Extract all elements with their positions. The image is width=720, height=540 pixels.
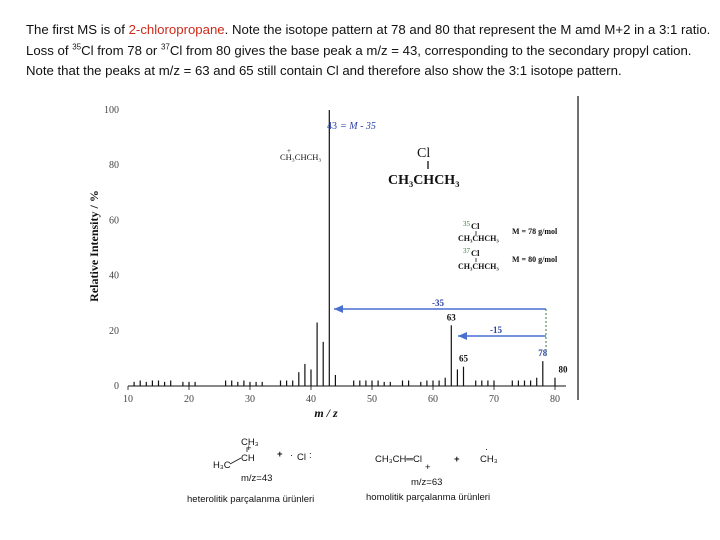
iso37-cl: Cl — [471, 248, 480, 258]
heterolytic-products: CH₃ + CH H₃C + Cl · : m/z=43 heterolitik… — [187, 437, 314, 505]
y-tick-label-80: 80 — [109, 160, 119, 171]
y-tick-label-20: 20 — [109, 326, 119, 337]
propyl-cation-formula: CH₃CHCH₃ — [280, 152, 321, 162]
het-plus: + — [277, 449, 283, 460]
intro-part4: Cl from 80 gives the base peak a m/z = 4… — [26, 42, 692, 79]
y-tick-group: 0 20 40 60 80 100 — [104, 105, 119, 392]
het-h3c: H₃C — [213, 460, 231, 471]
intro-part1: The first MS is of — [26, 22, 129, 37]
iso37-mass-number: 37 — [463, 247, 471, 255]
x-tick-label-20: 20 — [184, 394, 194, 405]
base-peak-mass: 43 — [327, 121, 337, 132]
hom-radical-dot: · — [485, 444, 488, 455]
homolytic-products: CH₃CH═Cl + + CH₃ · m/z=63 homolitik parç… — [366, 444, 498, 503]
loss-15-label: -15 — [490, 325, 502, 335]
iso35-mass-number: 35 — [463, 220, 471, 228]
vinyl-charge: + — [425, 462, 431, 473]
structure-cl: Cl — [417, 146, 430, 161]
y-tick-label-0: 0 — [114, 381, 119, 392]
compound-name: 2-chloropropane — [128, 22, 225, 37]
intro-part3: Cl from 78 or — [81, 42, 161, 58]
y-tick-label-40: 40 — [109, 271, 119, 282]
mz43-label: m/z=43 — [241, 473, 272, 484]
x-axis-label: m / z — [314, 406, 338, 420]
x-tick-label-50: 50 — [367, 394, 377, 405]
peak-label-78: 78 — [538, 348, 548, 358]
iso35-molar-mass: M = 78 g/mol — [512, 227, 558, 236]
x-tick-label-40: 40 — [306, 394, 316, 405]
x-tick-label-60: 60 — [428, 394, 438, 405]
hom-ch3: CH₃ — [480, 454, 498, 465]
cation-charge: + — [287, 147, 291, 155]
het-ch: CH — [241, 453, 255, 464]
x-tick-label-70: 70 — [489, 394, 499, 405]
y-tick-label-100: 100 — [104, 105, 119, 116]
peak-label-63: 63 — [447, 312, 457, 322]
loss-35-label: -35 — [432, 298, 444, 308]
base-peak-label: = M - 35 — [340, 121, 376, 132]
x-tick-label-80: 80 — [550, 394, 560, 405]
peak-label-65: 65 — [459, 354, 469, 364]
vinyl-cation-formula: CH₃CH═Cl — [375, 454, 422, 465]
iso37-formula: CH₃CHCH₃ — [458, 262, 499, 271]
peak-label-group: 63 65 78 80 — [447, 312, 568, 374]
iso35-formula: CH₃CHCH₃ — [458, 234, 499, 243]
homolytic-caption: homolitik parçalanma ürünleri — [366, 492, 490, 503]
y-tick-label-60: 60 — [109, 215, 119, 226]
structure-chain: CH₃CHCH₃ — [388, 173, 459, 188]
heterolytic-caption: heterolitik parçalanma ürünleri — [187, 494, 314, 505]
het-cl-dot-left: · — [290, 450, 293, 461]
isotope-35-sup: 35 — [72, 42, 82, 52]
intro-paragraph: The first MS is of 2-chloropropane. Note… — [26, 20, 712, 82]
iso37-molar-mass: M = 80 g/mol — [512, 255, 558, 264]
iso35-cl: Cl — [471, 221, 480, 231]
x-tick-label-10: 10 — [123, 394, 133, 405]
peak-label-80: 80 — [559, 365, 569, 375]
hom-plus: + — [454, 454, 460, 465]
mz63-label: m/z=63 — [411, 477, 442, 488]
het-bond-diagonal — [229, 457, 242, 465]
y-axis-label: Relative Intensity / % — [87, 190, 101, 302]
loss-15-arrowhead — [458, 332, 467, 340]
het-cl-dot-right: : — [309, 450, 312, 461]
het-charge: + — [246, 443, 252, 454]
x-tick-label-30: 30 — [245, 394, 255, 405]
het-cl-radical: Cl — [297, 452, 306, 463]
peak-bar-group — [133, 110, 556, 386]
het-ch3: CH₃ — [241, 437, 259, 448]
intro-part2: . Note the isotope pattern at 78 and 80 … — [26, 22, 711, 58]
isotope-37-sup: 37 — [160, 42, 170, 52]
loss-35-arrowhead — [334, 305, 343, 313]
x-tick-group: 10 20 30 40 50 60 70 80 — [123, 386, 560, 405]
